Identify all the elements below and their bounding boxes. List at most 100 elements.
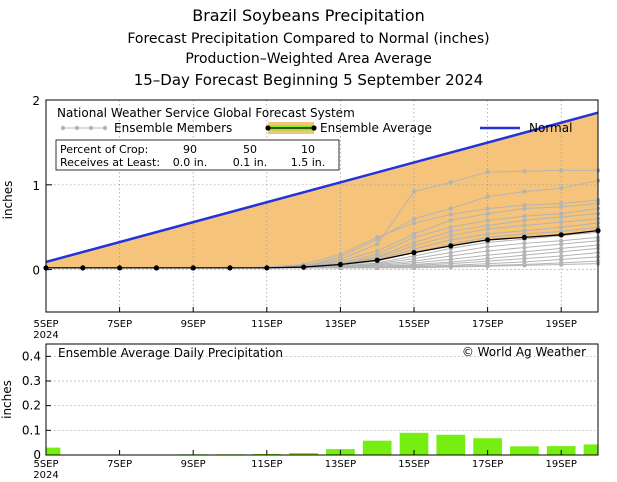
ensemble-member-point	[485, 231, 490, 237]
ensemble-member-point	[411, 216, 417, 221]
ensemble-member-point	[559, 219, 564, 225]
ensemble-member-point	[485, 223, 490, 228]
x-tick-label: 7SEP	[107, 459, 132, 470]
chart-subtitle-2: Production–Weighted Area Average	[185, 51, 432, 67]
x-tick-label: 9SEP	[181, 459, 206, 470]
ensemble-average-point	[558, 232, 564, 238]
bar-chart-title: Ensemble Average Daily Precipitation	[58, 346, 283, 360]
ensemble-member-point	[485, 248, 490, 254]
legend-members-point	[102, 125, 108, 131]
legend-members-point	[60, 125, 66, 131]
ensemble-member-point	[375, 241, 380, 247]
ensemble-member-point	[411, 240, 417, 245]
x-tick-label: 15SEP	[398, 459, 429, 470]
ensemble-average-point	[264, 265, 270, 271]
ensemble-average-point	[190, 265, 196, 271]
ensemble-member-point	[522, 202, 527, 208]
ensemble-member-point	[559, 246, 564, 251]
ensemble-member-point	[522, 263, 527, 268]
normal-line	[45, 111, 599, 264]
y-tick-label: 0.4	[22, 349, 41, 363]
ensemble-average-point	[485, 237, 491, 243]
x-tick-label: 7SEP	[107, 319, 132, 330]
crop-table-amount-value: 0.0 in.	[173, 156, 208, 169]
legend-average-point	[311, 125, 317, 131]
plot-frame-top	[45, 99, 599, 313]
ensemble-member-point	[559, 249, 564, 254]
ensemble-member-point	[559, 241, 564, 247]
ensemble-member-point	[522, 206, 527, 211]
ensemble-member-point	[522, 223, 527, 228]
ensemble-member-point	[559, 204, 564, 210]
precip-bar	[473, 438, 502, 455]
legend-normal-label: Normal	[529, 121, 572, 135]
precip-bar	[362, 440, 392, 455]
ensemble-member-point	[485, 252, 490, 258]
deficit-fill	[46, 112, 598, 268]
plot-frame-bottom	[45, 343, 599, 456]
ensemble-member-point	[522, 169, 527, 174]
x-tick-label: 13SEP	[325, 319, 356, 330]
y-tick-label: 1	[32, 179, 40, 193]
x-tick-label: 19SEP	[545, 459, 576, 470]
legend-average-label: Ensemble Average	[320, 121, 432, 135]
ensemble-member-point	[485, 169, 490, 175]
crop-table-box	[55, 139, 340, 171]
ensemble-member-point	[448, 212, 453, 217]
x-tick-label: 17SEP	[472, 459, 503, 470]
crop-table-percent-value: 90	[183, 143, 197, 156]
ensemble-member-point	[522, 189, 527, 194]
ensemble-member-point	[559, 185, 564, 191]
ensemble-member-point	[411, 235, 417, 240]
legend-members-point	[88, 125, 94, 131]
ensemble-member-point	[559, 253, 564, 259]
ensemble-member-point	[411, 189, 417, 194]
x-tick-label: 19SEP	[545, 319, 576, 330]
y-tick-label: 0.1	[22, 423, 41, 437]
crop-table-percent-value: 50	[243, 143, 257, 156]
ensemble-member-point	[375, 248, 380, 254]
ensemble-member-point	[522, 213, 527, 219]
ensemble-member-point	[559, 257, 564, 262]
y-tick-label: 2	[32, 94, 40, 108]
ensemble-member-point	[485, 264, 490, 269]
precip-bar	[399, 432, 429, 455]
ensemble-member-point	[485, 244, 490, 249]
y-tick-label: 0.2	[22, 399, 41, 413]
ensemble-member-point	[559, 262, 564, 267]
x-tick-label: 5SEP	[33, 459, 58, 470]
ensemble-member-point	[448, 237, 453, 243]
chart-subtitle: Forecast Precipitation Compared to Norma…	[127, 31, 490, 47]
legend-members-point	[74, 125, 80, 131]
ensemble-member-point	[485, 194, 490, 199]
ensemble-member-point	[559, 225, 564, 230]
ensemble-member-point	[448, 180, 453, 185]
ensemble-member-point	[559, 168, 564, 173]
ensemble-member-point	[448, 206, 453, 211]
x-tick-label: 13SEP	[325, 459, 356, 470]
ensemble-member-point	[485, 218, 490, 223]
ensemble-member-point	[448, 264, 453, 270]
ensemble-member-point	[522, 252, 527, 258]
ensemble-member-point	[338, 252, 343, 257]
ensemble-average-point	[227, 265, 233, 271]
precip-bar	[436, 434, 466, 455]
ensemble-member-point	[522, 245, 527, 250]
legend-average-point	[265, 125, 271, 131]
ensemble-average-point	[374, 257, 380, 263]
ensemble-member-point	[485, 226, 490, 232]
ensemble-member-point	[448, 225, 453, 230]
ensemble-average-point	[153, 265, 159, 271]
x-tick-label: 15SEP	[398, 319, 429, 330]
precip-bar	[46, 447, 61, 455]
ensemble-average-line	[46, 229, 599, 269]
ensemble-member-point	[448, 250, 453, 255]
crop-table-amount-value: 0.1 in.	[233, 156, 268, 169]
crop-table-amount-value: 1.5 in.	[291, 156, 326, 169]
ensemble-member-point	[522, 228, 527, 233]
ensemble-member-point	[448, 218, 453, 223]
ensemble-average-point	[301, 264, 307, 270]
ensemble-average-point	[337, 261, 343, 268]
x-tick-label: 11SEP	[251, 319, 282, 330]
chart-title: Brazil Soybeans Precipitation	[192, 6, 425, 25]
